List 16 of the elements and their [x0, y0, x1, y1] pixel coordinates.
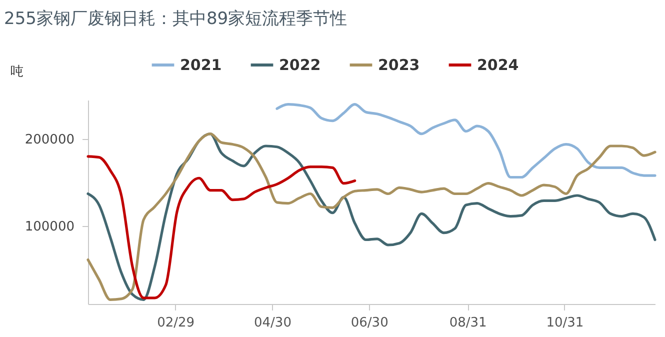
x-tick-label: 04/30 [254, 316, 292, 330]
line-series [276, 103, 656, 179]
x-tick-label: 06/30 [350, 316, 388, 330]
legend-label: 2024 [477, 56, 519, 74]
y-axis-title: 吨 [10, 64, 24, 80]
legend-label: 2022 [279, 56, 321, 74]
y-tick-label: 100000 [24, 219, 74, 234]
legend-label: 2023 [378, 56, 420, 74]
line-series [86, 155, 356, 300]
x-tick-label: 02/29 [157, 316, 195, 330]
chart-title: 255家钢厂废钢日耗：其中89家短流程季节性 [4, 9, 348, 29]
legend-label: 2021 [180, 56, 222, 74]
x-tick-label: 08/31 [449, 316, 487, 330]
line-series [86, 132, 656, 301]
x-tick-label: 10/31 [546, 316, 584, 330]
y-tick-label: 200000 [24, 132, 74, 148]
